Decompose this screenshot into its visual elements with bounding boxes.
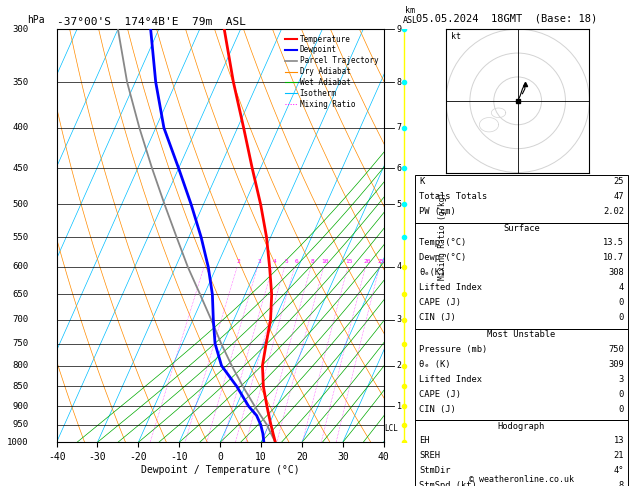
Text: 2: 2 [397,361,402,370]
Text: 4°: 4° [613,466,624,475]
Text: km
ASL: km ASL [403,6,418,25]
Text: 10.7: 10.7 [603,253,624,262]
Text: 750: 750 [13,339,29,348]
Text: 750: 750 [608,345,624,354]
Text: 13: 13 [613,436,624,445]
Text: kt: kt [451,32,461,41]
Text: Lifted Index: Lifted Index [419,283,482,293]
Text: hPa: hPa [27,15,45,25]
Text: 300: 300 [13,25,29,34]
Text: 25: 25 [377,259,385,264]
Text: CIN (J): CIN (J) [419,313,455,323]
Text: Surface: Surface [503,224,540,233]
Text: © weatheronline.co.uk: © weatheronline.co.uk [469,474,574,484]
Text: CAPE (J): CAPE (J) [419,298,461,308]
Text: 1000: 1000 [8,438,29,447]
Text: Dewp (°C): Dewp (°C) [419,253,466,262]
Text: SREH: SREH [419,451,440,460]
Text: 15: 15 [345,259,353,264]
Text: Mixing Ratio (g/kg): Mixing Ratio (g/kg) [438,192,447,279]
Text: 6: 6 [294,259,298,264]
Text: 950: 950 [13,420,29,429]
Text: 400: 400 [13,123,29,132]
Text: LCL: LCL [384,424,398,433]
Text: Lifted Index: Lifted Index [419,375,482,384]
Text: 5: 5 [284,259,288,264]
Text: 21: 21 [613,451,624,460]
Text: Temp (°C): Temp (°C) [419,238,466,247]
Text: 700: 700 [13,315,29,324]
Text: 0: 0 [619,313,624,323]
Text: 9: 9 [397,25,402,34]
Text: 8: 8 [311,259,314,264]
Text: -37°00'S  174°4B'E  79m  ASL: -37°00'S 174°4B'E 79m ASL [57,17,245,27]
Text: 350: 350 [13,78,29,87]
Text: 5: 5 [397,200,402,209]
Text: Totals Totals: Totals Totals [419,192,487,201]
Text: 13.5: 13.5 [603,238,624,247]
Text: StmDir: StmDir [419,466,450,475]
Text: 308: 308 [608,268,624,278]
Text: 850: 850 [13,382,29,391]
Text: 05.05.2024  18GMT  (Base: 18): 05.05.2024 18GMT (Base: 18) [416,14,598,24]
Text: 0: 0 [619,298,624,308]
Text: 3: 3 [257,259,261,264]
Text: 2.02: 2.02 [603,207,624,216]
Text: 0: 0 [619,390,624,399]
Text: 550: 550 [13,233,29,242]
Text: 25: 25 [613,177,624,186]
Text: CIN (J): CIN (J) [419,405,455,414]
Text: 8: 8 [397,78,402,87]
Text: θₑ (K): θₑ (K) [419,360,450,369]
Text: 20: 20 [363,259,370,264]
Text: 309: 309 [608,360,624,369]
Text: 650: 650 [13,290,29,299]
Text: 1: 1 [397,401,402,411]
Text: θₑ(K): θₑ(K) [419,268,445,278]
X-axis label: Dewpoint / Temperature (°C): Dewpoint / Temperature (°C) [141,465,299,475]
Text: 4: 4 [397,262,402,272]
Text: 4: 4 [272,259,276,264]
Text: K: K [419,177,424,186]
Text: CAPE (J): CAPE (J) [419,390,461,399]
Text: 3: 3 [619,375,624,384]
Text: 900: 900 [13,401,29,411]
Text: Pressure (mb): Pressure (mb) [419,345,487,354]
Text: 6: 6 [397,164,402,173]
Text: 600: 600 [13,262,29,272]
Text: 2: 2 [237,259,241,264]
Text: 3: 3 [397,315,402,324]
Text: 8: 8 [619,481,624,486]
Legend: Temperature, Dewpoint, Parcel Trajectory, Dry Adiabat, Wet Adiabat, Isotherm, Mi: Temperature, Dewpoint, Parcel Trajectory… [284,33,380,110]
Text: 47: 47 [613,192,624,201]
Text: 500: 500 [13,200,29,209]
Text: 4: 4 [619,283,624,293]
Text: 1: 1 [204,259,208,264]
Text: 800: 800 [13,361,29,370]
Text: Most Unstable: Most Unstable [487,330,555,340]
Text: PW (cm): PW (cm) [419,207,455,216]
Text: Hodograph: Hodograph [498,422,545,431]
Text: 0: 0 [619,405,624,414]
Text: 10: 10 [321,259,329,264]
Text: 450: 450 [13,164,29,173]
Text: 7: 7 [397,123,402,132]
Text: EH: EH [419,436,430,445]
Text: StmSpd (kt): StmSpd (kt) [419,481,477,486]
